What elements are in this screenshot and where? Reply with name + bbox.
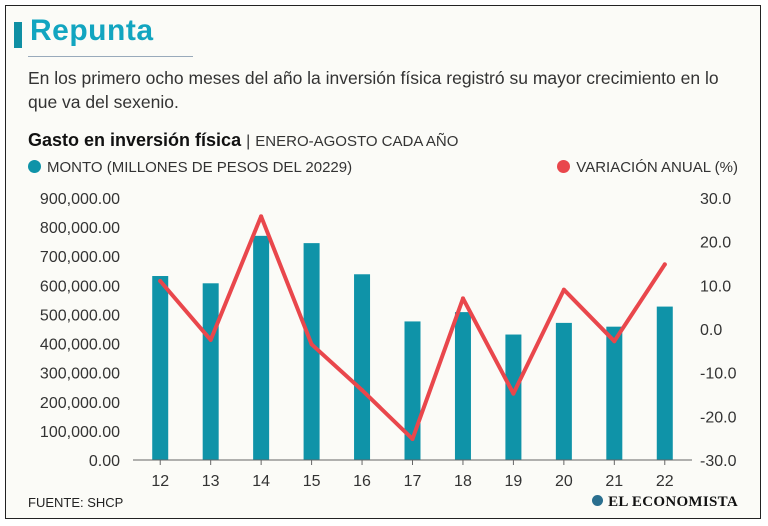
- line-point: [208, 337, 213, 342]
- y-right-tick-label: 10.0: [700, 278, 731, 295]
- bar: [454, 312, 471, 460]
- line-point: [662, 262, 667, 267]
- line-point: [158, 278, 163, 283]
- bar: [253, 235, 270, 460]
- y-right-tick-label: -10.0: [700, 366, 737, 383]
- x-tick-label: 15: [303, 473, 321, 490]
- bar: [555, 322, 572, 460]
- bar: [354, 274, 371, 460]
- page-title: Repunta: [30, 14, 154, 47]
- chart-title-main: Gasto en inversión física: [28, 130, 242, 150]
- y-left-tick-label: 900,000.00: [40, 191, 120, 208]
- x-tick-label: 22: [656, 473, 674, 490]
- brand-logo: EL ECONOMISTA: [592, 494, 738, 511]
- chart-title: Gasto en inversión física | ENERO-AGOSTO…: [28, 130, 458, 151]
- x-tick-label: 21: [605, 473, 623, 490]
- y-left-tick-label: 300,000.00: [40, 366, 120, 383]
- line-point: [612, 339, 617, 344]
- x-tick-label: 20: [555, 473, 573, 490]
- y-right-tick-label: 20.0: [700, 235, 731, 252]
- y-right-tick-label: 0.0: [700, 322, 722, 339]
- bar: [303, 243, 320, 460]
- y-left-tick-label: 800,000.00: [40, 220, 120, 237]
- legend-dot-bars-icon: [28, 160, 41, 173]
- x-tick-label: 16: [353, 473, 371, 490]
- source-note: FUENTE: SHCP: [28, 495, 124, 510]
- line-point: [259, 214, 264, 219]
- line-point: [511, 391, 516, 396]
- legend-bars: MONTO (MILLONES DE PESOS DEL 20229): [28, 159, 352, 176]
- line-point: [360, 388, 365, 393]
- line-point: [460, 296, 465, 301]
- bar: [505, 334, 522, 460]
- bar: [606, 326, 623, 460]
- legend-line: VARIACIÓN ANUAL (%): [557, 159, 738, 176]
- y-left-tick-label: 500,000.00: [40, 307, 120, 324]
- y-left-tick-label: 100,000.00: [40, 424, 120, 441]
- x-tick-label: 14: [252, 473, 270, 490]
- y-left-tick-label: 0.00: [89, 453, 120, 470]
- x-tick-label: 13: [202, 473, 220, 490]
- title-accent-bar: [14, 22, 22, 48]
- brand-logo-icon: [592, 495, 604, 506]
- bar: [656, 306, 673, 460]
- line-point: [561, 287, 566, 292]
- x-tick-label: 18: [454, 473, 472, 490]
- title-underline: [28, 56, 193, 57]
- page-subtitle: En los primero ocho meses del año la inv…: [28, 68, 719, 112]
- y-left-tick-label: 200,000.00: [40, 395, 120, 412]
- legend-dot-line-icon: [557, 160, 571, 173]
- y-left-tick-label: 700,000.00: [40, 249, 120, 266]
- bar: [152, 276, 169, 460]
- line-point: [410, 437, 415, 442]
- infographic-frame: [5, 5, 761, 519]
- y-left-tick-label: 400,000.00: [40, 337, 120, 354]
- chart-title-period: ENERO-AGOSTO CADA AÑO: [255, 133, 459, 150]
- legend-line-label: VARIACIÓN ANUAL (%): [576, 159, 738, 176]
- x-tick-label: 17: [404, 473, 422, 490]
- y-right-tick-label: -30.0: [700, 453, 737, 470]
- x-tick-label: 12: [151, 473, 169, 490]
- brand-name: EL ECONOMISTA: [608, 494, 738, 510]
- bar: [202, 283, 219, 460]
- legend-bars-label: MONTO (MILLONES DE PESOS DEL 20229): [47, 159, 353, 176]
- y-right-tick-label: 30.0: [700, 191, 731, 208]
- y-left-tick-label: 600,000.00: [40, 278, 120, 295]
- chart-title-separator: |: [246, 133, 251, 150]
- line-point: [309, 342, 314, 347]
- y-right-tick-label: -20.0: [700, 409, 737, 426]
- x-tick-label: 19: [505, 473, 523, 490]
